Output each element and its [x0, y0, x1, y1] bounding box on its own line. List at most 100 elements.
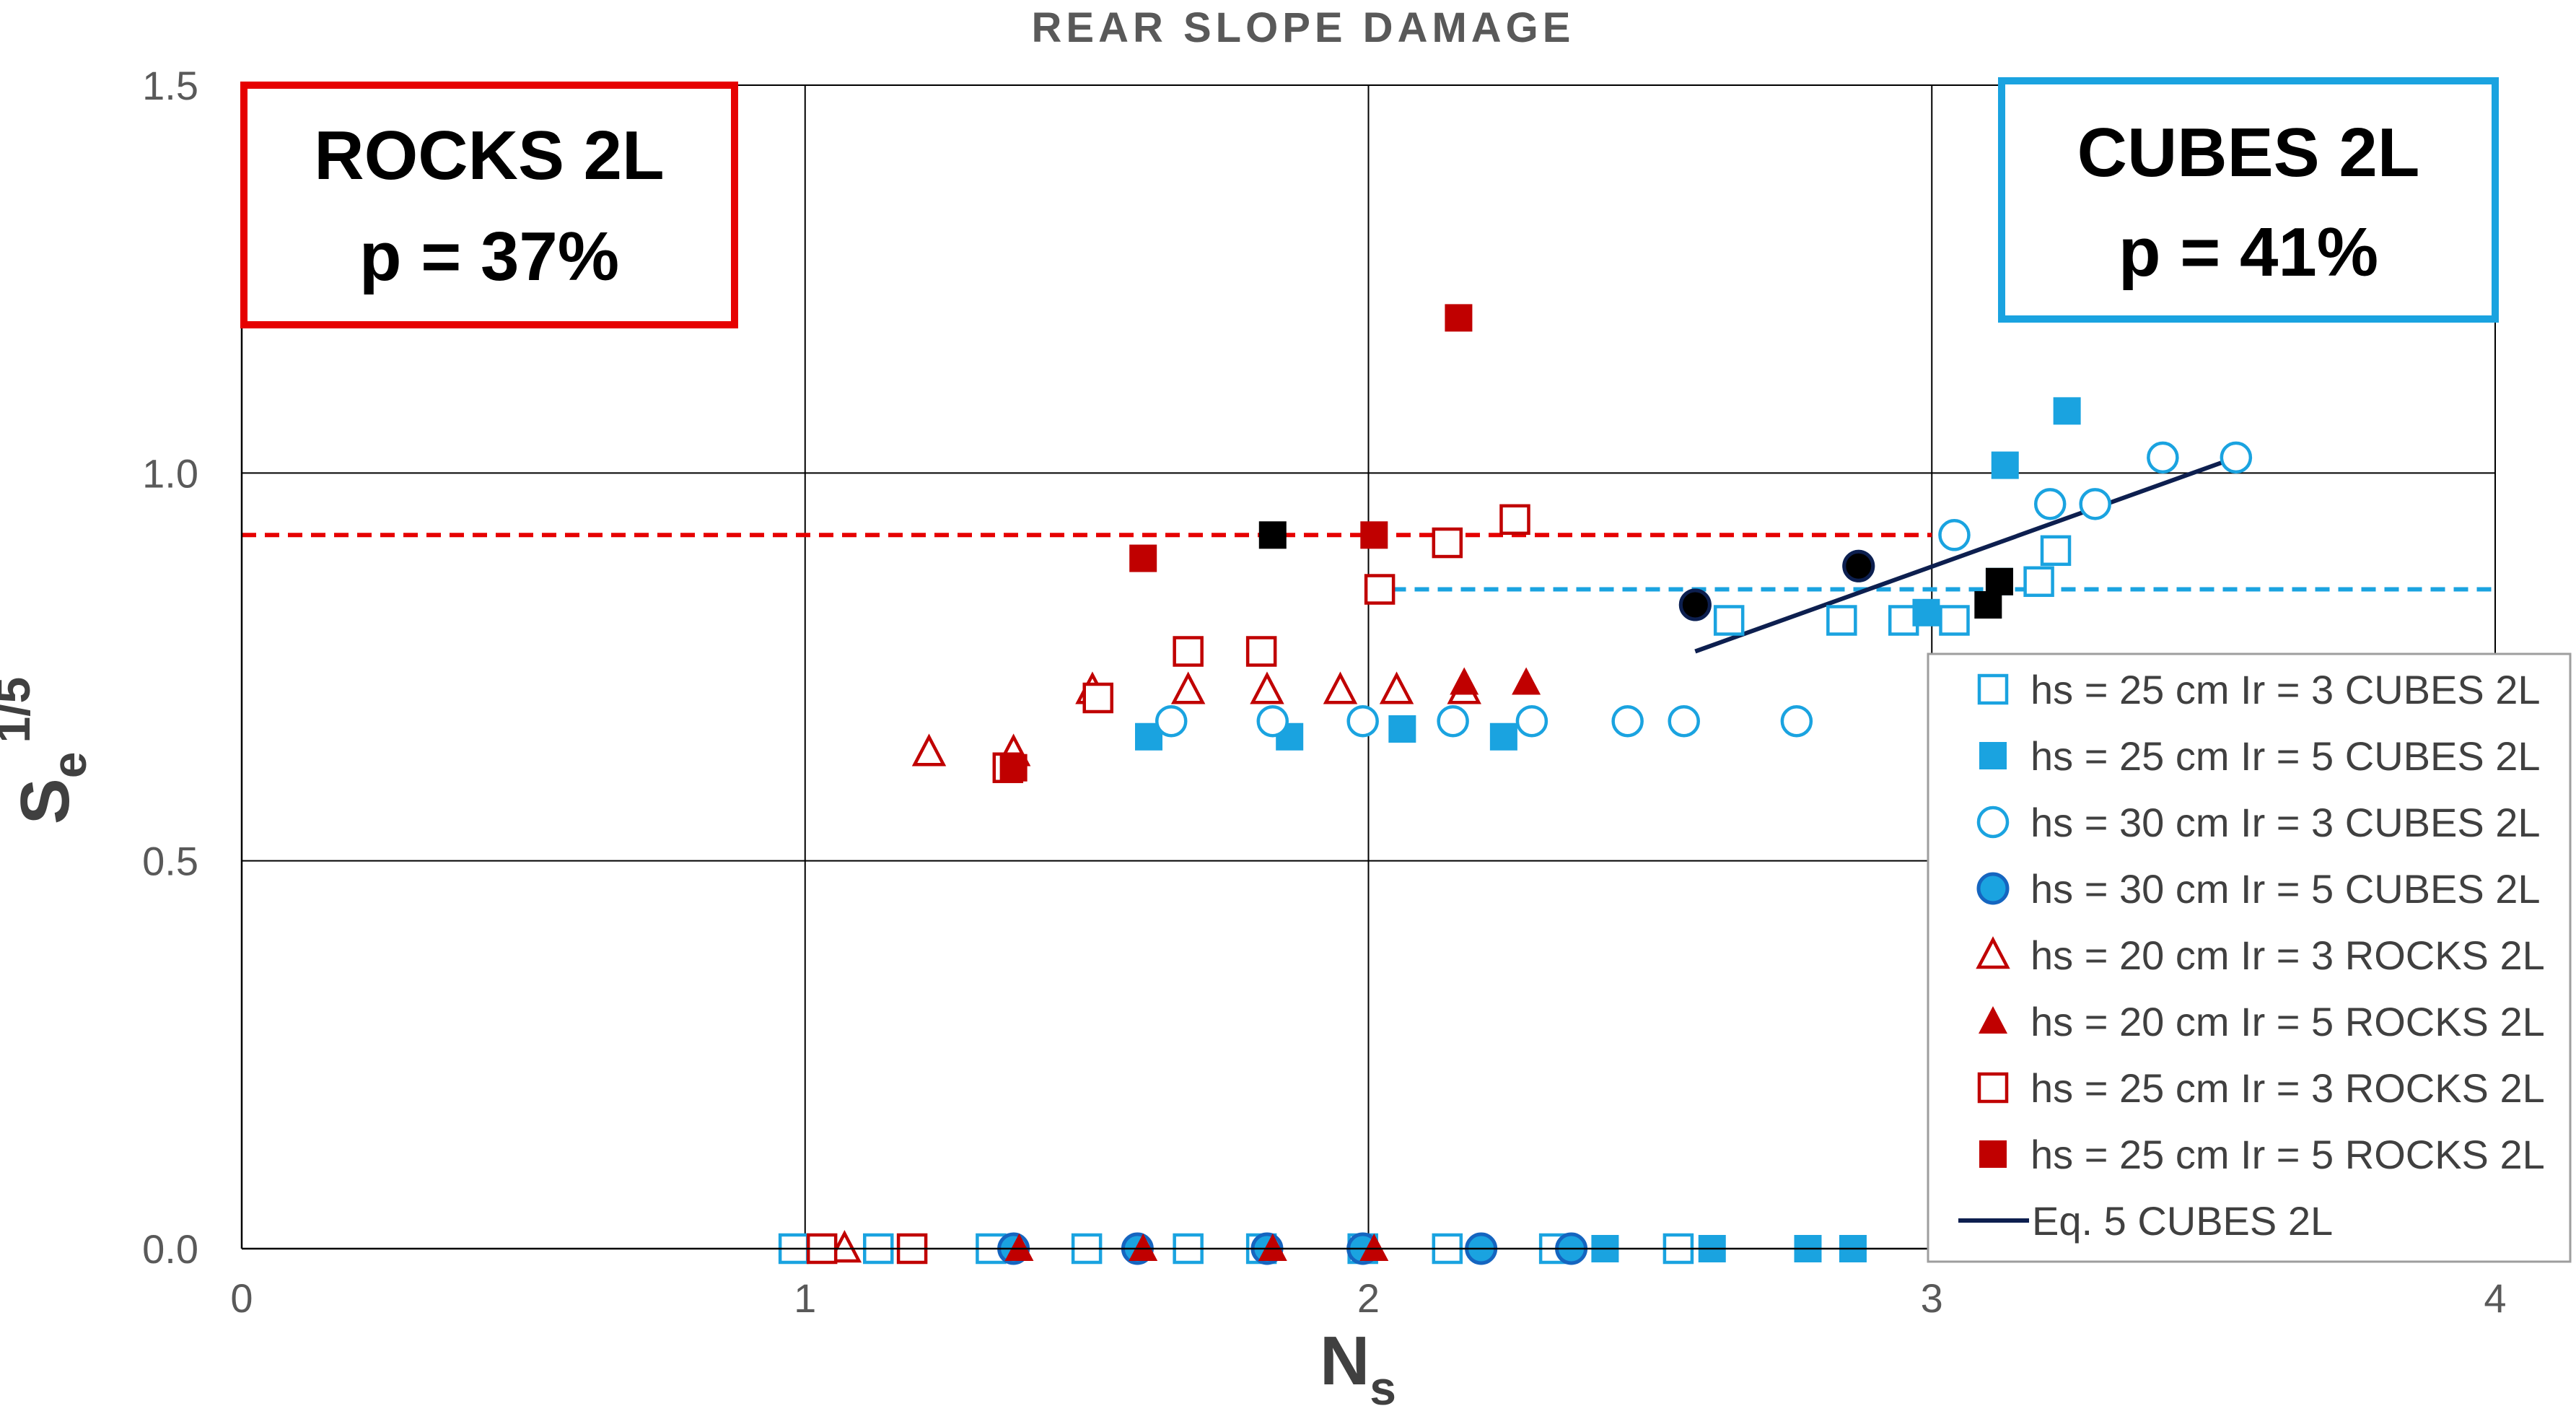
series-4-point-1 — [911, 733, 947, 767]
series-2-point-1 — [1256, 704, 1289, 738]
cubes-annotation-line2: p = 41% — [2119, 214, 2378, 291]
series-6-point-3 — [1082, 682, 1113, 714]
x-axis-label: Ns — [1320, 1322, 1396, 1415]
series-1-point-11 — [2053, 397, 2081, 425]
legend-label-8: Eq. 5 CUBES 2L — [2032, 1198, 2333, 1244]
series-0-point-15 — [2040, 535, 2072, 567]
legend-item-8: Eq. 5 CUBES 2L — [1958, 1198, 2333, 1244]
legend-swatch-4 — [1976, 936, 2010, 969]
legend-swatch-3 — [1976, 872, 2010, 905]
y-tick-label-3: 1.5 — [142, 63, 198, 108]
series-4 — [827, 671, 1481, 1263]
legend-label-3: hs = 30 cm Ir = 5 CUBES 2L — [2030, 866, 2541, 912]
legend-item-6: hs = 25 cm Ir = 3 ROCKS 2L — [1977, 1065, 2545, 1111]
trend-line-0 — [1694, 455, 2237, 654]
series-2-point-4 — [1515, 704, 1548, 738]
legend-swatch-7 — [1979, 1140, 2007, 1168]
series-1-point-8 — [1912, 598, 1940, 626]
legend-item-3: hs = 30 cm Ir = 5 CUBES 2L — [1976, 866, 2541, 912]
series-5-point-0 — [1004, 1234, 1034, 1261]
legend-item-2: hs = 30 cm Ir = 3 CUBES 2L — [1976, 800, 2541, 845]
series-2 — [1155, 441, 2253, 738]
series-2-point-12 — [2220, 441, 2253, 474]
rocks-annotation: ROCKS 2L p = 37% — [240, 82, 738, 328]
series-2-point-0 — [1155, 704, 1188, 738]
legend-swatch-1 — [1979, 742, 2007, 769]
series-5-point-1 — [1129, 1234, 1158, 1261]
series-6-point-8 — [1499, 504, 1530, 536]
legend-item-0: hs = 25 cm Ir = 3 CUBES 2L — [1977, 667, 2541, 712]
series-4-point-5 — [1250, 671, 1284, 704]
series-6-point-5 — [1245, 636, 1277, 667]
series-0-point-14 — [2023, 566, 2054, 598]
x-tick-label-2: 2 — [1357, 1275, 1380, 1321]
series-3 — [997, 549, 1875, 1265]
highlight-0-point-2 — [1985, 567, 2013, 595]
y-tick-label-1: 0.5 — [142, 839, 198, 884]
rocks-annotation-line2: p = 37% — [359, 218, 619, 295]
x-tick-label-1: 1 — [794, 1275, 816, 1321]
series-7-point-3 — [1445, 304, 1473, 332]
series-2-point-7 — [1780, 704, 1813, 738]
y-axis-label-sub: e — [43, 752, 96, 779]
series-5 — [1004, 667, 1541, 1261]
trend-lines — [1694, 455, 2237, 654]
legend-label-5: hs = 20 cm Ir = 5 ROCKS 2L — [2030, 999, 2545, 1044]
x-axis-label-sub: s — [1370, 1361, 1396, 1415]
legend-label-2: hs = 30 cm Ir = 3 CUBES 2L — [2030, 800, 2541, 845]
x-axis-label-main: N — [1320, 1322, 1370, 1400]
series-2-point-8 — [1938, 519, 1971, 551]
rocks-annotation-line1: ROCKS 2L — [314, 117, 664, 194]
y-tick-label-2: 1.0 — [142, 450, 198, 496]
rocks-annotation-box — [240, 82, 738, 328]
reference-lines — [242, 533, 2495, 592]
series-2-point-6 — [1668, 704, 1700, 738]
legend-label-6: hs = 25 cm Ir = 3 ROCKS 2L — [2030, 1065, 2545, 1111]
svg-text:Se1/5: Se1/5 — [0, 677, 96, 825]
highlight-0-point-1 — [1974, 591, 2002, 619]
series-2-point-2 — [1346, 704, 1379, 738]
legend-label-7: hs = 25 cm Ir = 5 ROCKS 2L — [2030, 1132, 2545, 1177]
legend-label-4: hs = 20 cm Ir = 3 ROCKS 2L — [2030, 933, 2545, 978]
series-5-point-4 — [1450, 667, 1479, 695]
series-5-point-5 — [1512, 667, 1541, 695]
series-7-point-0 — [999, 754, 1028, 782]
series-5-point-3 — [1359, 1234, 1389, 1261]
legend-swatch-0 — [1977, 673, 2009, 705]
cubes-annotation-box — [1998, 77, 2499, 323]
y-axis-label-sup: 1/5 — [0, 677, 40, 743]
legend-label-0: hs = 25 cm Ir = 3 CUBES 2L — [2030, 667, 2541, 712]
highlight-1-point-0 — [1678, 588, 1712, 621]
series-6-point-6 — [1364, 574, 1396, 605]
y-axis-label: Se1/5 — [0, 677, 96, 825]
legend-swatch-2 — [1976, 805, 2010, 839]
highlight-0-point-0 — [1258, 521, 1287, 549]
series-5-point-2 — [1258, 1234, 1287, 1261]
legend-swatch-6 — [1977, 1072, 2009, 1104]
series-6-point-7 — [1432, 527, 1463, 559]
series-2-point-5 — [1611, 704, 1644, 738]
highlight-series-0 — [1258, 521, 2013, 619]
legend-items: hs = 25 cm Ir = 3 CUBES 2L hs = 25 cm Ir … — [1958, 667, 2545, 1244]
series-7 — [999, 304, 1473, 782]
series-2-point-11 — [2147, 441, 2179, 474]
highlight-1-point-1 — [1842, 549, 1875, 582]
series-1-point-6 — [1388, 715, 1416, 743]
legend-item-1: hs = 25 cm Ir = 5 CUBES 2L — [1979, 733, 2541, 779]
legend-item-5: hs = 20 cm Ir = 5 ROCKS 2L — [1979, 999, 2545, 1044]
series-2-point-3 — [1437, 704, 1469, 738]
x-tick-label-0: 0 — [230, 1275, 253, 1321]
chart-title: REAR SLOPE DAMAGE — [1032, 4, 1575, 51]
x-tick-label-3: 3 — [1921, 1275, 1943, 1321]
legend-swatch-5 — [1979, 1006, 2007, 1034]
legend-label-1: hs = 25 cm Ir = 5 CUBES 2L — [2030, 733, 2541, 779]
series-2-point-10 — [2079, 488, 2111, 520]
series-4-point-6 — [1323, 671, 1358, 704]
series-1-point-7 — [1489, 722, 1517, 751]
y-tick-label-0: 0.0 — [142, 1226, 198, 1272]
x-tick-label-4: 4 — [2484, 1275, 2506, 1321]
highlight-series-1 — [1678, 549, 1875, 621]
series-2-point-9 — [2033, 488, 2067, 520]
